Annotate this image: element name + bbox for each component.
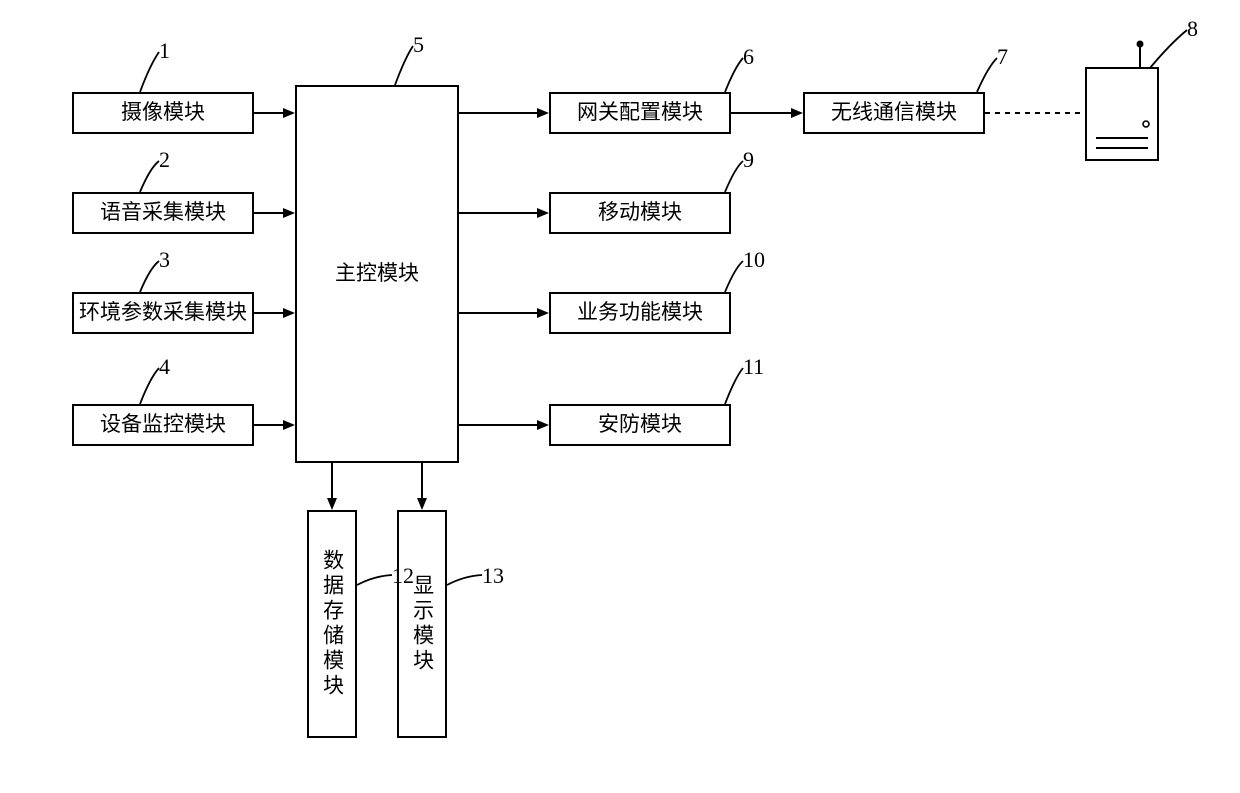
data-storage-module-label: 数据存储模块: [319, 549, 344, 699]
env-param-module-label: 环境参数采集模块: [79, 300, 247, 325]
callout-10: 10: [743, 247, 765, 273]
main-controller-box: 主控模块: [295, 85, 459, 463]
callout-1: 1: [159, 38, 170, 64]
security-module-label: 安防模块: [598, 412, 682, 437]
callout-7: 7: [997, 44, 1008, 70]
callout-2: 2: [159, 147, 170, 173]
business-function-module-label: 业务功能模块: [577, 300, 703, 325]
callout-6: 6: [743, 44, 754, 70]
callout-13: 13: [482, 563, 504, 589]
security-module-box: 安防模块: [549, 404, 731, 446]
wireless-comm-module-box: 无线通信模块: [803, 92, 985, 134]
voice-capture-module-label: 语音采集模块: [100, 200, 226, 225]
wireless-comm-module-label: 无线通信模块: [831, 100, 957, 125]
callout-12: 12: [392, 563, 414, 589]
callout-4: 4: [159, 354, 170, 380]
business-function-module-box: 业务功能模块: [549, 292, 731, 334]
gateway-config-module-box: 网关配置模块: [549, 92, 731, 134]
callout-8: 8: [1187, 16, 1198, 42]
voice-capture-module-box: 语音采集模块: [72, 192, 254, 234]
device-monitor-module-box: 设备监控模块: [72, 404, 254, 446]
env-param-module-box: 环境参数采集模块: [72, 292, 254, 334]
callout-11: 11: [743, 354, 764, 380]
main-controller-label: 主控模块: [335, 261, 419, 286]
movement-module-label: 移动模块: [598, 200, 682, 225]
display-module-box: 显示模块: [397, 510, 447, 738]
camera-module-box: 摄像模块: [72, 92, 254, 134]
camera-module-label: 摄像模块: [121, 100, 205, 125]
data-storage-module-box: 数据存储模块: [307, 510, 357, 738]
callout-9: 9: [743, 147, 754, 173]
callout-3: 3: [159, 247, 170, 273]
device-monitor-module-label: 设备监控模块: [100, 412, 226, 437]
movement-module-box: 移动模块: [549, 192, 731, 234]
gateway-config-module-label: 网关配置模块: [577, 100, 703, 125]
display-module-label: 显示模块: [409, 574, 434, 674]
server-icon: [1086, 41, 1158, 161]
callout-5: 5: [413, 32, 424, 58]
